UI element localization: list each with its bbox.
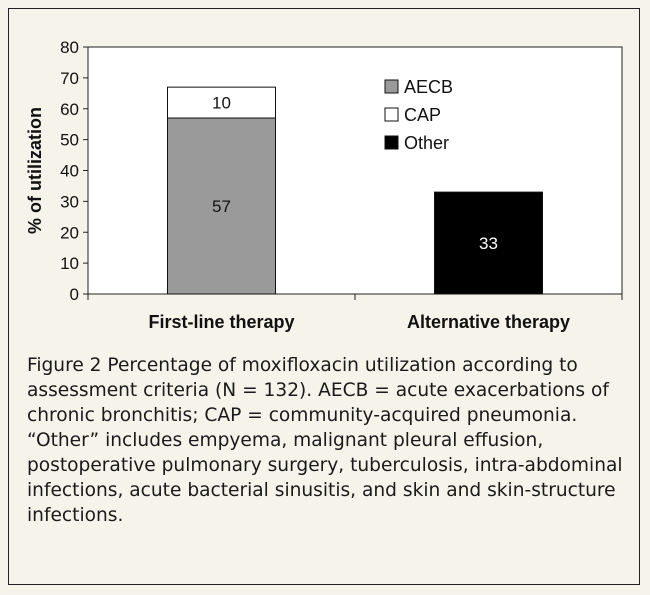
legend-label: Other [404,133,449,153]
legend-swatch [384,79,399,94]
bar-chart: 0 10 20 30 40 50 60 70 80 % of utilization 57 10 Fir… [25,38,623,332]
data-label: 57 [212,197,231,216]
x-category-label: First-line therapy [148,312,294,332]
y-tick-label: 40 [60,162,79,181]
y-tick-label: 20 [60,223,79,242]
bar-cap [167,86,276,119]
y-tick-label: 0 [70,285,79,304]
y-tick-label: 50 [60,131,79,150]
legend-swatch [384,135,399,150]
y-tick-label: 30 [60,192,79,211]
data-label: 33 [479,234,498,253]
y-tick-label: 60 [60,100,79,119]
figure-caption: Figure 2 Percentage of moxifloxacin util… [27,355,623,526]
bar-other [434,191,543,295]
y-tick-label: 80 [60,38,79,57]
y-tick-label: 70 [60,69,79,88]
y-tick-label: 10 [60,254,79,273]
y-axis-title: % of utilization [25,107,45,234]
data-label: 10 [212,94,231,113]
figure-frame [8,8,640,585]
x-category-label: Alternative therapy [407,312,570,332]
bar-aecb [167,117,276,295]
legend-label: CAP [404,105,441,125]
legend-swatch [384,107,399,122]
legend-label: AECB [404,77,453,97]
